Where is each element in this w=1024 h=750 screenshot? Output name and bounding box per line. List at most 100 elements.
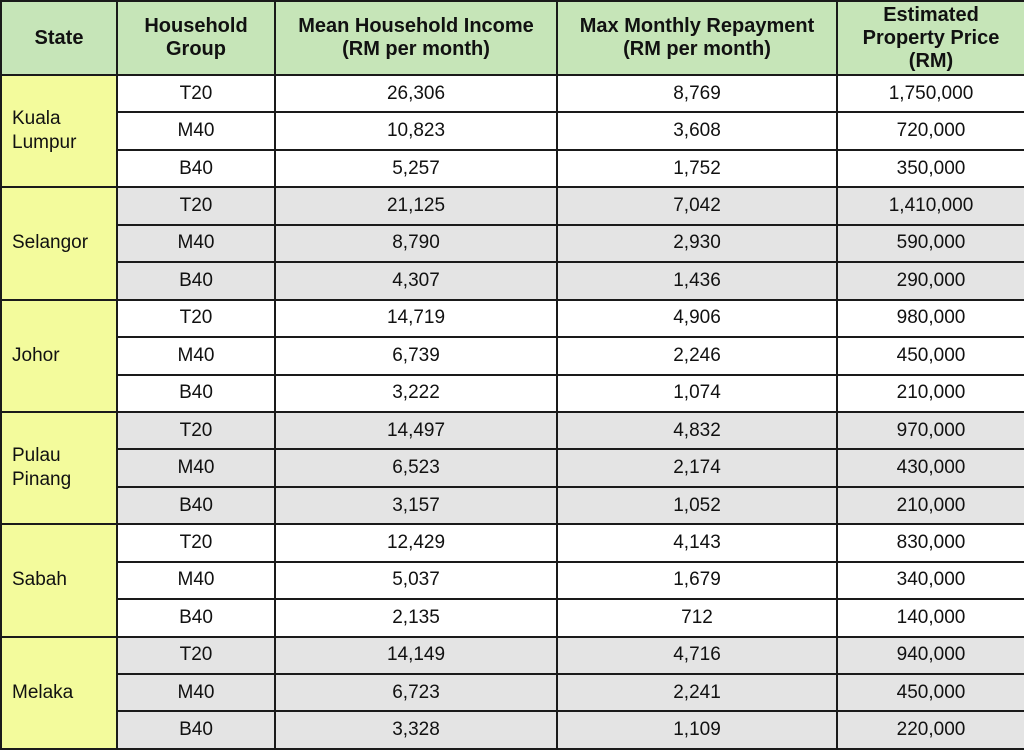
header-line: State <box>34 26 84 49</box>
table-row: Pulau Pinang T20 14,497 4,832 970,000 <box>0 410 1024 526</box>
header-row: State Household Group Mean Household Income… <box>0 0 1024 76</box>
table-row: B40 3,157 1,052 210,000 <box>1 485 1024 526</box>
max-repayment-cell: 1,074 <box>556 373 838 413</box>
mean-income-cell: 12,429 <box>274 523 558 563</box>
property-price-cell: 210,000 <box>836 373 1024 413</box>
property-price-cell: 450,000 <box>836 672 1024 713</box>
header-line: Group <box>166 38 226 60</box>
property-price-cell: 340,000 <box>836 560 1024 601</box>
household-group-cell: M40 <box>116 448 276 488</box>
household-group-cell: T20 <box>116 186 276 226</box>
header-property-price: Estimated Property Price (RM) <box>836 0 1024 76</box>
max-repayment-cell: 1,752 <box>556 148 838 189</box>
header-household-group: Household Group <box>116 0 276 76</box>
property-price-cell: 450,000 <box>836 336 1024 376</box>
header-line: Property Price <box>862 26 1000 49</box>
property-price-cell: 970,000 <box>836 410 1024 451</box>
table-row: Kuala Lumpur T20 26,306 8,769 1,750,000 <box>0 73 1024 189</box>
mean-income-cell: 5,257 <box>274 148 558 189</box>
header-line: (RM per month) <box>342 38 490 60</box>
table-row: B40 4,307 1,436 290,000 <box>1 261 1024 301</box>
household-group-cell: B40 <box>116 485 276 526</box>
household-group-cell: M40 <box>116 336 276 376</box>
header-line: Household <box>144 15 248 37</box>
mean-income-cell: 6,723 <box>274 672 558 713</box>
max-repayment-cell: 8,769 <box>556 73 838 114</box>
household-group-cell: M40 <box>116 111 276 151</box>
household-group-cell: M40 <box>116 672 276 713</box>
max-repayment-cell: 1,436 <box>556 261 838 301</box>
header-line: Estimated <box>883 3 979 26</box>
table-row: B40 5,257 1,752 350,000 <box>1 148 1024 189</box>
property-price-cell: 830,000 <box>836 523 1024 563</box>
mean-income-cell: 6,523 <box>274 448 558 488</box>
mean-income-cell: 6,739 <box>274 336 558 376</box>
property-price-cell: 290,000 <box>836 261 1024 301</box>
property-price-cell: 1,410,000 <box>836 186 1024 226</box>
max-repayment-cell: 1,679 <box>556 560 838 601</box>
table-row: M40 6,523 2,174 430,000 <box>1 448 1024 488</box>
state-name-line: Melaka <box>12 681 74 703</box>
mean-income-cell: 21,125 <box>274 186 558 226</box>
property-price-cell: 140,000 <box>836 598 1024 638</box>
max-repayment-cell: 1,109 <box>556 710 838 750</box>
property-price-cell: 980,000 <box>836 298 1024 339</box>
max-repayment-cell: 4,906 <box>556 298 838 339</box>
table-row: M40 6,723 2,241 450,000 <box>1 672 1024 713</box>
state-name-line: Selangor <box>12 232 89 254</box>
household-group-cell: B40 <box>116 598 276 638</box>
mean-income-cell: 3,328 <box>274 710 558 750</box>
state-name-line: Lumpur <box>12 132 77 154</box>
table-row: B40 2,135 712 140,000 <box>1 598 1024 638</box>
household-group-cell: B40 <box>116 710 276 750</box>
state-name-line: Johor <box>12 344 60 366</box>
header-line: Max Monthly Repayment <box>579 15 815 37</box>
household-group-cell: B40 <box>116 148 276 189</box>
mean-income-cell: 3,222 <box>274 373 558 413</box>
table-row: B40 3,328 1,109 220,000 <box>1 710 1024 750</box>
property-price-cell: 430,000 <box>836 448 1024 488</box>
max-repayment-cell: 2,930 <box>556 223 838 264</box>
header-line: (RM per month) <box>623 38 771 60</box>
household-group-cell: T20 <box>116 73 276 114</box>
table-row: M40 10,823 3,608 720,000 <box>1 111 1024 151</box>
table-row: Sabah T20 12,429 4,143 830,000 <box>0 523 1024 638</box>
state-cell: Pulau Pinang <box>0 410 118 526</box>
table-row: Melaka T20 14,149 4,716 940,000 <box>0 635 1024 750</box>
state-name-line: Pinang <box>12 469 72 491</box>
max-repayment-cell: 7,042 <box>556 186 838 226</box>
state-cell: Selangor <box>0 186 118 301</box>
state-name-line: Kuala <box>12 108 61 130</box>
property-price-cell: 590,000 <box>836 223 1024 264</box>
mean-income-cell: 10,823 <box>274 111 558 151</box>
household-group-cell: B40 <box>116 373 276 413</box>
header-line: (RM) <box>908 49 954 72</box>
mean-income-cell: 3,157 <box>274 485 558 526</box>
state-cell: Melaka <box>0 635 118 750</box>
property-price-cell: 720,000 <box>836 111 1024 151</box>
header-state: State <box>0 0 118 76</box>
header-line: Mean Household Income <box>298 15 534 37</box>
property-price-cell: 210,000 <box>836 485 1024 526</box>
header-max-repayment: Max Monthly Repayment (RM per month) <box>556 0 838 76</box>
state-cell: Kuala Lumpur <box>0 73 118 189</box>
household-group-cell: M40 <box>116 560 276 601</box>
max-repayment-cell: 3,608 <box>556 111 838 151</box>
state-name-line: Pulau <box>12 445 61 467</box>
state-cell: Sabah <box>0 523 118 638</box>
mean-income-cell: 2,135 <box>274 598 558 638</box>
mean-income-cell: 14,719 <box>274 298 558 339</box>
mean-income-cell: 4,307 <box>274 261 558 301</box>
mean-income-cell: 8,790 <box>274 223 558 264</box>
table-row: M40 5,037 1,679 340,000 <box>1 560 1024 601</box>
max-repayment-cell: 4,832 <box>556 410 838 451</box>
household-group-cell: T20 <box>116 523 276 563</box>
state-name-line: Sabah <box>12 569 67 591</box>
max-repayment-cell: 712 <box>556 598 838 638</box>
table-row: Selangor T20 21,125 7,042 1,410,000 <box>0 186 1024 301</box>
mean-income-cell: 14,497 <box>274 410 558 451</box>
property-price-cell: 1,750,000 <box>836 73 1024 114</box>
max-repayment-cell: 4,716 <box>556 635 838 676</box>
household-group-cell: T20 <box>116 410 276 451</box>
